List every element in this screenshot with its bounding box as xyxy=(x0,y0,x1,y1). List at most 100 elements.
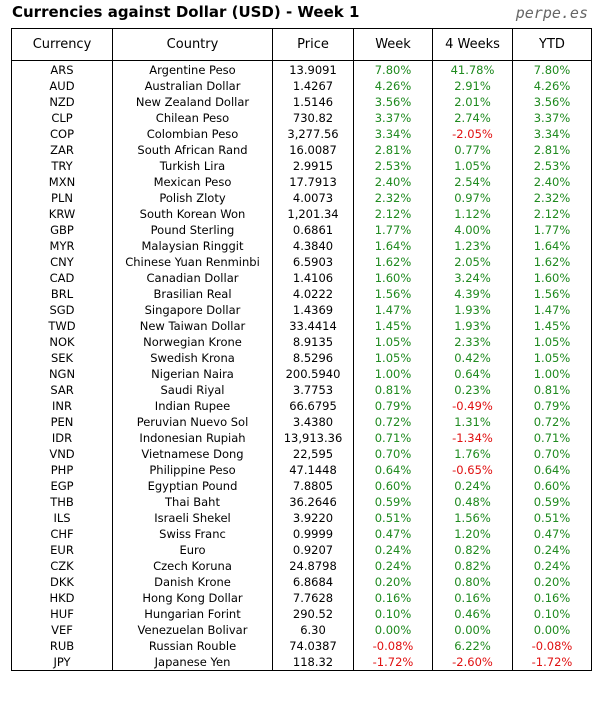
table-cell: New Zealand Dollar xyxy=(112,94,273,110)
table-row: EGP Egyptian Pound 7.8805 0.60% 0.24% 0.60% xyxy=(11,478,592,494)
table-cell: CZK xyxy=(11,558,113,574)
table-cell: South Korean Won xyxy=(112,206,273,222)
table-cell: -0.49% xyxy=(432,398,513,414)
column-header: Currency xyxy=(11,28,113,61)
table-cell: 1.47% xyxy=(353,302,433,318)
table-row: RUB Russian Rouble 74.0387 -0.08% 6.22% -0.08… xyxy=(11,638,592,654)
table-row: MYR Malaysian Ringgit 4.3840 1.64% 1.23% 1.64… xyxy=(11,238,592,254)
table-cell: 3.7753 xyxy=(272,382,354,398)
table-cell: VEF xyxy=(11,622,113,638)
table-cell: 0.82% xyxy=(432,558,513,574)
table-cell: 4.0222 xyxy=(272,286,354,302)
table-cell: MYR xyxy=(11,238,113,254)
table-cell: DKK xyxy=(11,574,113,590)
table-row: DKK Danish Krone 6.8684 0.20% 0.80% 0.20% xyxy=(11,574,592,590)
table-cell: 1.05% xyxy=(353,334,433,350)
table-cell: Canadian Dollar xyxy=(112,270,273,286)
table-cell: New Taiwan Dollar xyxy=(112,318,273,334)
table-cell: 0.00% xyxy=(353,622,433,638)
table-cell: -2.60% xyxy=(432,654,513,671)
table-cell: KRW xyxy=(11,206,113,222)
table-cell: 2.9915 xyxy=(272,158,354,174)
table-cell: 0.77% xyxy=(432,142,513,158)
table-cell: 1.20% xyxy=(432,526,513,542)
table-cell: Swiss Franc xyxy=(112,526,273,542)
table-cell: 36.2646 xyxy=(272,494,354,510)
table-cell: 2.33% xyxy=(432,334,513,350)
table-cell: Saudi Riyal xyxy=(112,382,273,398)
title: Currencies against Dollar (USD) - Week 1 xyxy=(12,3,360,21)
table-cell: 13.9091 xyxy=(272,60,354,78)
table-cell: 1.56% xyxy=(353,286,433,302)
table-cell: Hungarian Forint xyxy=(112,606,273,622)
table-cell: INR xyxy=(11,398,113,414)
table-cell: 1.47% xyxy=(512,302,592,318)
table-cell: CHF xyxy=(11,526,113,542)
table-cell: 0.51% xyxy=(353,510,433,526)
table-cell: 730.82 xyxy=(272,110,354,126)
table-cell: PEN xyxy=(11,414,113,430)
table-cell: 33.4414 xyxy=(272,318,354,334)
table-cell: 4.39% xyxy=(432,286,513,302)
table-cell: 0.20% xyxy=(512,574,592,590)
table-row: HKD Hong Kong Dollar 7.7628 0.16% 0.16% 0.16% xyxy=(11,590,592,606)
table-row: IDR Indonesian Rupiah 13,913.36 0.71% -1.34%… xyxy=(11,430,592,446)
table-row: VEF Venezuelan Bolivar 6.30 0.00% 0.00% 0.00% xyxy=(11,622,592,638)
table-cell: 0.64% xyxy=(432,366,513,382)
table-cell: 1.64% xyxy=(512,238,592,254)
table-cell: 0.47% xyxy=(512,526,592,542)
table-cell: COP xyxy=(11,126,113,142)
table-cell: HKD xyxy=(11,590,113,606)
table-cell: 2.12% xyxy=(353,206,433,222)
table-cell: Hong Kong Dollar xyxy=(112,590,273,606)
table-cell: Vietnamese Dong xyxy=(112,446,273,462)
table-cell: 2.91% xyxy=(432,78,513,94)
table-cell: 1.45% xyxy=(353,318,433,334)
table-cell: 0.46% xyxy=(432,606,513,622)
table-cell: Polish Zloty xyxy=(112,190,273,206)
table-cell: 2.53% xyxy=(512,158,592,174)
table-row: PHP Philippine Peso 47.1448 0.64% -0.65% 0.64… xyxy=(11,462,592,478)
table-cell: 3.34% xyxy=(353,126,433,142)
table-cell: IDR xyxy=(11,430,113,446)
table-row: SEK Swedish Krona 8.5296 1.05% 0.42% 1.05% xyxy=(11,350,592,366)
table-row: COP Colombian Peso 3,277.56 3.34% -2.05% 3.34… xyxy=(11,126,592,142)
table-cell: -0.08% xyxy=(512,638,592,654)
table-cell: 3.34% xyxy=(512,126,592,142)
column-header: YTD xyxy=(512,28,592,61)
table-cell: 0.72% xyxy=(353,414,433,430)
table-row: THB Thai Baht 36.2646 0.59% 0.48% 0.59% xyxy=(11,494,592,510)
table-row: TWD New Taiwan Dollar 33.4414 1.45% 1.93% 1.4… xyxy=(11,318,592,334)
table-cell: ZAR xyxy=(11,142,113,158)
table-cell: 0.10% xyxy=(512,606,592,622)
table-cell: 1.4106 xyxy=(272,270,354,286)
table-cell: Peruvian Nuevo Sol xyxy=(112,414,273,430)
table-row: INR Indian Rupee 66.6795 0.79% -0.49% 0.79% xyxy=(11,398,592,414)
table-cell: 2.12% xyxy=(512,206,592,222)
table-cell: 1.76% xyxy=(432,446,513,462)
table-cell: 1.05% xyxy=(512,350,592,366)
table-cell: 7.80% xyxy=(512,60,592,78)
table-cell: 0.16% xyxy=(512,590,592,606)
table-cell: Indonesian Rupiah xyxy=(112,430,273,446)
currency-table: Currency Country Price Week 4 Weeks YTD ARS Ar… xyxy=(11,28,592,671)
table-cell: EGP xyxy=(11,478,113,494)
table-cell: 3.4380 xyxy=(272,414,354,430)
table-row: ZAR South African Rand 16.0087 2.81% 0.77% 2.… xyxy=(11,142,592,158)
table-cell: 0.79% xyxy=(512,398,592,414)
table-cell: 1.45% xyxy=(512,318,592,334)
table-cell: TWD xyxy=(11,318,113,334)
table-row: ARS Argentine Peso 13.9091 7.80% 41.78% 7.80% xyxy=(11,60,592,78)
table-cell: 22,595 xyxy=(272,446,354,462)
table-cell: 1.5146 xyxy=(272,94,354,110)
table-row: BRL Brasilian Real 4.0222 1.56% 4.39% 1.56% xyxy=(11,286,592,302)
table-cell: 6.8684 xyxy=(272,574,354,590)
table-cell: 0.00% xyxy=(432,622,513,638)
table-cell: 3,277.56 xyxy=(272,126,354,142)
table-row: AUD Australian Dollar 1.4267 4.26% 2.91% 4.26… xyxy=(11,78,592,94)
table-cell: SAR xyxy=(11,382,113,398)
table-cell: PHP xyxy=(11,462,113,478)
table-row: CNY Chinese Yuan Renminbi 6.5903 1.62% 2.05%… xyxy=(11,254,592,270)
table-cell: Norwegian Krone xyxy=(112,334,273,350)
